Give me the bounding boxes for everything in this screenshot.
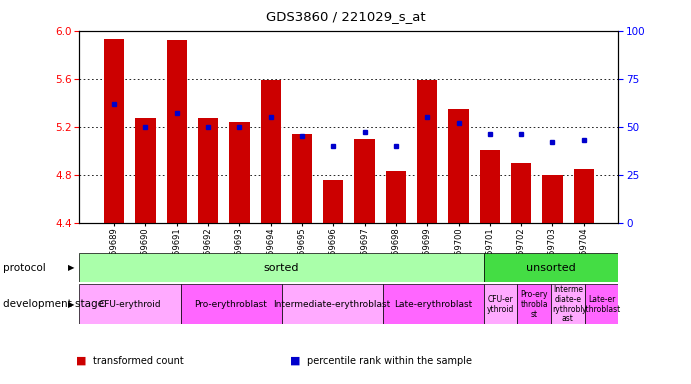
Text: unsorted: unsorted	[527, 263, 576, 273]
Bar	[292, 134, 312, 223]
Text: percentile rank within the sample: percentile rank within the sample	[307, 356, 473, 366]
Bar	[104, 39, 124, 223]
Text: ■: ■	[290, 356, 301, 366]
Bar	[135, 118, 155, 223]
Bar	[511, 163, 531, 223]
Bar	[480, 149, 500, 223]
Text: transformed count: transformed count	[93, 356, 184, 366]
Bar	[386, 171, 406, 223]
Bar	[551, 284, 585, 324]
Text: Late-er
ythroblast: Late-er ythroblast	[582, 295, 621, 314]
Bar	[261, 80, 281, 223]
Bar	[383, 284, 484, 324]
Bar	[180, 284, 281, 324]
Bar	[79, 284, 180, 324]
Bar	[518, 284, 551, 324]
Bar	[79, 253, 484, 282]
Text: Late-erythroblast: Late-erythroblast	[394, 300, 472, 309]
Text: ■: ■	[76, 356, 86, 366]
Bar	[448, 109, 468, 223]
Text: sorted: sorted	[264, 263, 299, 273]
Bar	[484, 284, 518, 324]
Bar	[417, 80, 437, 223]
Bar	[167, 40, 187, 223]
Bar	[281, 284, 383, 324]
Bar	[354, 139, 375, 223]
Bar	[585, 284, 618, 324]
Text: Pro-erythroblast: Pro-erythroblast	[195, 300, 267, 309]
Text: ▶: ▶	[68, 263, 75, 272]
Text: CFU-erythroid: CFU-erythroid	[99, 300, 161, 309]
Text: Pro-ery
throbla
st: Pro-ery throbla st	[520, 290, 548, 318]
Bar	[484, 253, 618, 282]
Bar	[542, 175, 562, 223]
Text: GDS3860 / 221029_s_at: GDS3860 / 221029_s_at	[265, 10, 426, 23]
Text: Interme
diate-e
rythrobl
ast: Interme diate-e rythrobl ast	[553, 285, 583, 323]
Text: CFU-er
ythroid: CFU-er ythroid	[487, 295, 514, 314]
Text: Intermediate-erythroblast: Intermediate-erythroblast	[274, 300, 390, 309]
Bar	[323, 180, 343, 223]
Bar	[574, 169, 594, 223]
Text: development stage: development stage	[3, 299, 104, 310]
Bar	[229, 122, 249, 223]
Text: ▶: ▶	[68, 300, 75, 309]
Text: protocol: protocol	[3, 263, 46, 273]
Bar	[198, 118, 218, 223]
